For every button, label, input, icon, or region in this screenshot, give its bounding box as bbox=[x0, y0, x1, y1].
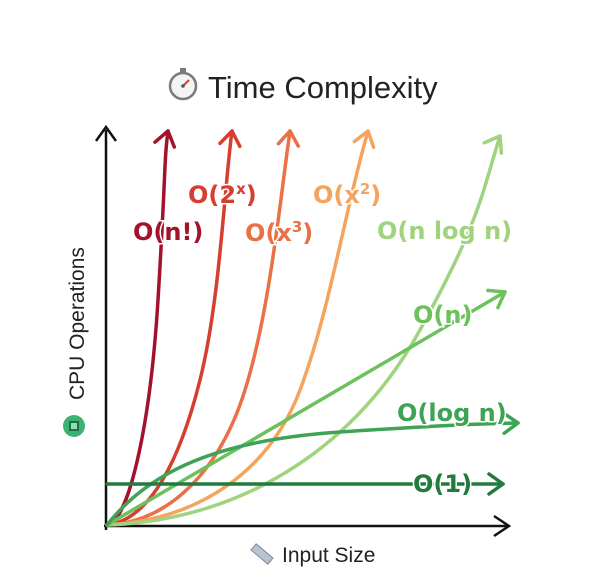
series-line-o-n-log-n bbox=[105, 134, 502, 527]
cpu-chip-icon bbox=[63, 415, 85, 437]
chart-title: Time Complexity bbox=[208, 70, 438, 105]
series-label-o-n: O(n!) bbox=[133, 218, 203, 246]
series-arrow-o-x-2 bbox=[352, 129, 376, 150]
series-arrow-o-n bbox=[153, 129, 177, 149]
series-line-o-x-3 bbox=[105, 129, 292, 527]
series-label-o-x-2: O(x2) bbox=[313, 180, 381, 209]
labels-layer: O(n!) O(2x) O(x3)O(x2) O(n log n) O(n) O(log … bbox=[132, 129, 520, 500]
stopwatch-icon bbox=[168, 68, 198, 101]
x-axis bbox=[104, 514, 512, 538]
series-label-o-n: O(n) bbox=[413, 301, 472, 329]
series-label-o-1: O(1) bbox=[413, 470, 472, 498]
y-axis-label: CPU Operations bbox=[66, 247, 89, 400]
series-arrow-o-log-n bbox=[502, 411, 520, 436]
series-label-o-n-log-n: O(n log n) bbox=[377, 217, 512, 245]
series-arrow-o-2-x bbox=[218, 129, 242, 149]
x-axis-label: Input Size bbox=[282, 544, 375, 567]
series-arrow-o-1 bbox=[487, 472, 505, 496]
series-line-o-x-2 bbox=[105, 129, 370, 527]
series-label-o-2-x: O(2x) bbox=[188, 180, 257, 209]
series-arrow-o-n-log-n bbox=[482, 134, 504, 155]
series-arrow-o-n bbox=[486, 288, 507, 310]
series-line-o-n bbox=[105, 290, 507, 527]
series-label-o-x-3: O(x3) bbox=[245, 218, 313, 247]
y-axis bbox=[94, 124, 118, 530]
series-line-o-n bbox=[105, 129, 170, 527]
curves-layer bbox=[105, 129, 520, 527]
ruler-icon bbox=[250, 543, 274, 565]
series-arrow-o-x-3 bbox=[276, 129, 301, 148]
series-label-o-log-n: O(log n) bbox=[397, 399, 507, 427]
